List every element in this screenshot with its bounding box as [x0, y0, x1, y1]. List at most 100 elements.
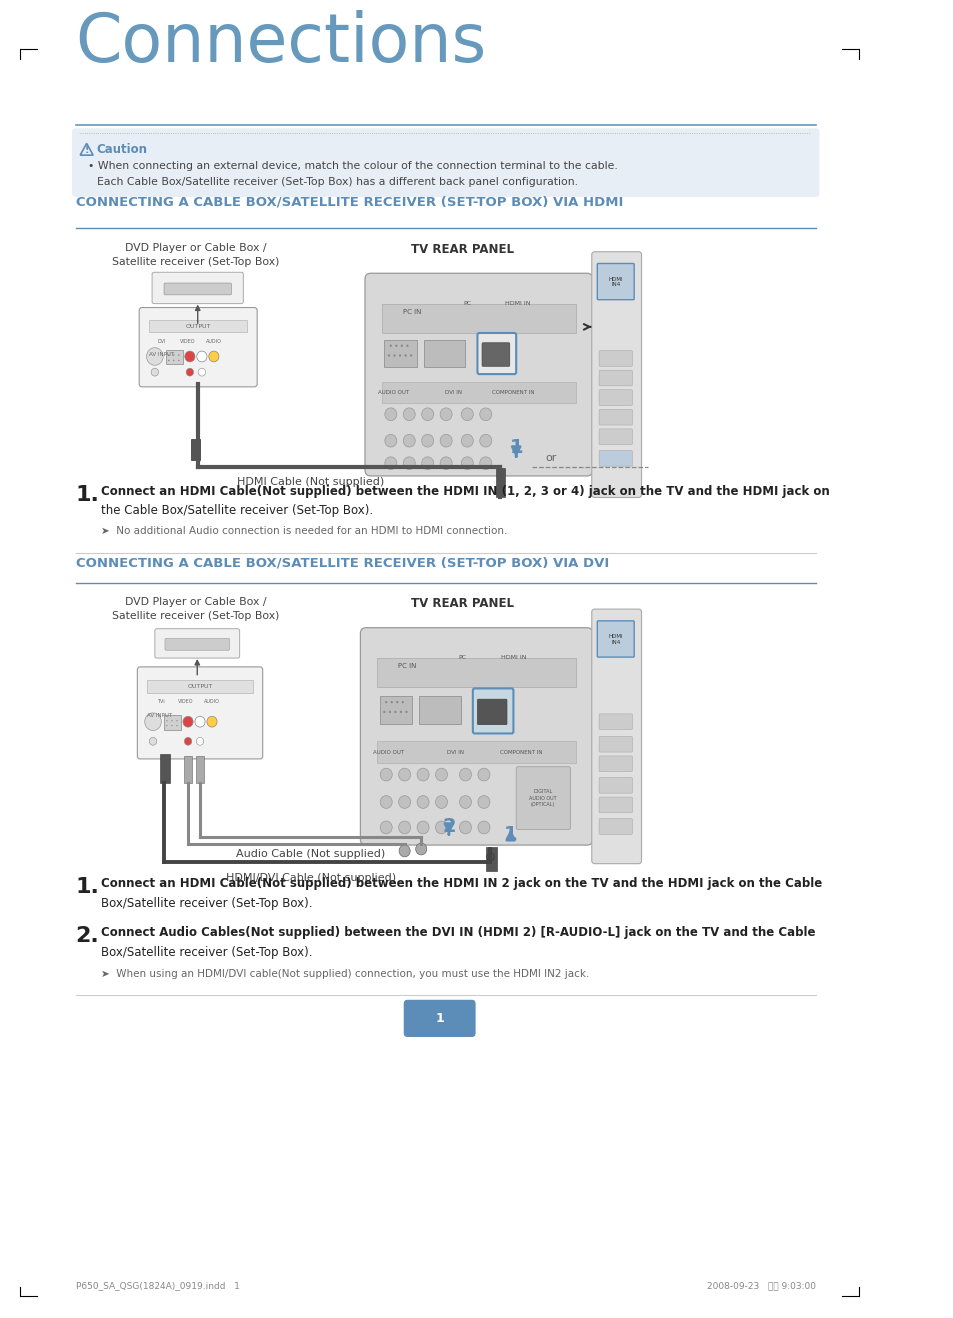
FancyBboxPatch shape: [71, 128, 819, 196]
FancyBboxPatch shape: [598, 451, 632, 467]
Circle shape: [390, 344, 392, 347]
Text: HDMI Cable (Not supplied): HDMI Cable (Not supplied): [236, 477, 384, 486]
Bar: [196, 757, 204, 783]
Circle shape: [479, 457, 491, 469]
FancyBboxPatch shape: [598, 410, 632, 424]
Text: 2.: 2.: [75, 927, 99, 946]
Circle shape: [405, 710, 407, 713]
Text: HDMI
IN4: HDMI IN4: [608, 277, 622, 287]
Text: DVI IN: DVI IN: [446, 750, 463, 755]
Circle shape: [401, 701, 403, 704]
Text: AUDIO OUT: AUDIO OUT: [377, 390, 409, 395]
Circle shape: [151, 368, 158, 376]
Text: 1: 1: [503, 825, 517, 844]
Bar: [166, 349, 182, 364]
FancyBboxPatch shape: [164, 283, 232, 295]
Text: CONNECTING A CABLE BOX/SATELLITE RECEIVER (SET-TOP BOX) VIA DVI: CONNECTING A CABLE BOX/SATELLITE RECEIVE…: [75, 556, 608, 569]
Text: VIDEO: VIDEO: [180, 339, 195, 344]
Text: Connect an HDMI Cable(Not supplied) between the HDMI IN (1, 2, 3 or 4) jack on t: Connect an HDMI Cable(Not supplied) betw…: [101, 485, 829, 498]
Text: Connect Audio Cables(Not supplied) between the DVI IN (HDMI 2) [R-AUDIO-L] jack : Connect Audio Cables(Not supplied) betwe…: [101, 927, 815, 940]
Circle shape: [395, 344, 397, 347]
Circle shape: [436, 821, 447, 834]
Text: 1.: 1.: [75, 878, 99, 898]
Circle shape: [145, 713, 161, 730]
Text: TV REAR PANEL: TV REAR PANEL: [411, 243, 514, 256]
Text: TVi: TVi: [156, 699, 164, 704]
Circle shape: [486, 853, 494, 861]
Text: • When connecting an external device, match the colour of the connection termina: • When connecting an external device, ma…: [88, 161, 617, 170]
Circle shape: [416, 768, 429, 782]
Circle shape: [416, 844, 426, 855]
FancyBboxPatch shape: [598, 778, 632, 793]
Text: !: !: [84, 145, 89, 156]
Circle shape: [196, 737, 204, 745]
Bar: [164, 714, 180, 730]
Circle shape: [178, 360, 179, 361]
Text: PC: PC: [463, 301, 471, 306]
Bar: [419, 696, 460, 724]
Circle shape: [389, 710, 391, 713]
Circle shape: [421, 435, 434, 447]
Circle shape: [196, 351, 207, 362]
Circle shape: [390, 701, 393, 704]
Text: PC IN: PC IN: [397, 663, 416, 670]
Text: DVI IN: DVI IN: [444, 390, 461, 395]
Circle shape: [421, 407, 434, 420]
Circle shape: [398, 768, 410, 782]
Circle shape: [166, 720, 168, 721]
Circle shape: [421, 457, 434, 469]
Text: HDMI IN: HDMI IN: [500, 655, 526, 660]
Circle shape: [398, 821, 410, 834]
Circle shape: [404, 355, 406, 357]
Circle shape: [194, 716, 205, 728]
Circle shape: [439, 457, 452, 469]
Bar: [150, 320, 247, 332]
Circle shape: [461, 435, 473, 447]
FancyBboxPatch shape: [152, 273, 243, 303]
Bar: [379, 696, 412, 724]
Circle shape: [399, 710, 401, 713]
Text: CONNECTING A CABLE BOX/SATELLITE RECEIVER (SET-TOP BOX) VIA HDMI: CONNECTING A CABLE BOX/SATELLITE RECEIVE…: [75, 195, 622, 208]
Circle shape: [398, 796, 410, 808]
Text: AUDIO: AUDIO: [206, 339, 221, 344]
Text: AUDIO OUT: AUDIO OUT: [373, 750, 404, 755]
Circle shape: [198, 368, 205, 376]
FancyBboxPatch shape: [516, 767, 570, 829]
Text: Connect an HDMI Cable(Not supplied) between the HDMI IN 2 jack on the TV and the: Connect an HDMI Cable(Not supplied) betw…: [101, 878, 821, 891]
Bar: [496, 468, 504, 497]
Circle shape: [178, 355, 179, 356]
Circle shape: [166, 725, 168, 726]
Circle shape: [384, 435, 396, 447]
Bar: [381, 382, 576, 403]
Circle shape: [383, 710, 385, 713]
Circle shape: [384, 457, 396, 469]
Text: PC IN: PC IN: [402, 308, 421, 315]
Bar: [376, 658, 576, 688]
Bar: [485, 847, 497, 870]
Circle shape: [477, 821, 490, 834]
Text: Connections: Connections: [75, 11, 486, 76]
Circle shape: [459, 796, 471, 808]
Text: ➤  No additional Audio connection is needed for an HDMI to HDMI connection.: ➤ No additional Audio connection is need…: [101, 526, 507, 536]
Text: ➤  When using an HDMI/DVI cable(Not supplied) connection, you must use the HDMI : ➤ When using an HDMI/DVI cable(Not suppl…: [101, 970, 589, 979]
Circle shape: [385, 701, 387, 704]
Circle shape: [410, 355, 412, 357]
Text: OUTPUT: OUTPUT: [185, 324, 211, 328]
Bar: [191, 439, 200, 460]
Text: 2: 2: [441, 817, 456, 836]
Circle shape: [185, 351, 194, 362]
Text: HDMI
IN4: HDMI IN4: [608, 634, 622, 645]
Bar: [184, 757, 192, 783]
Circle shape: [176, 720, 177, 721]
FancyBboxPatch shape: [598, 757, 632, 771]
Text: AV INPUT: AV INPUT: [150, 352, 174, 357]
Circle shape: [403, 457, 415, 469]
Circle shape: [400, 344, 402, 347]
Text: VIDEO: VIDEO: [178, 699, 193, 704]
Circle shape: [439, 435, 452, 447]
Circle shape: [416, 796, 429, 808]
Bar: [376, 741, 576, 763]
FancyBboxPatch shape: [598, 737, 632, 753]
FancyBboxPatch shape: [365, 273, 592, 476]
Circle shape: [398, 845, 410, 857]
